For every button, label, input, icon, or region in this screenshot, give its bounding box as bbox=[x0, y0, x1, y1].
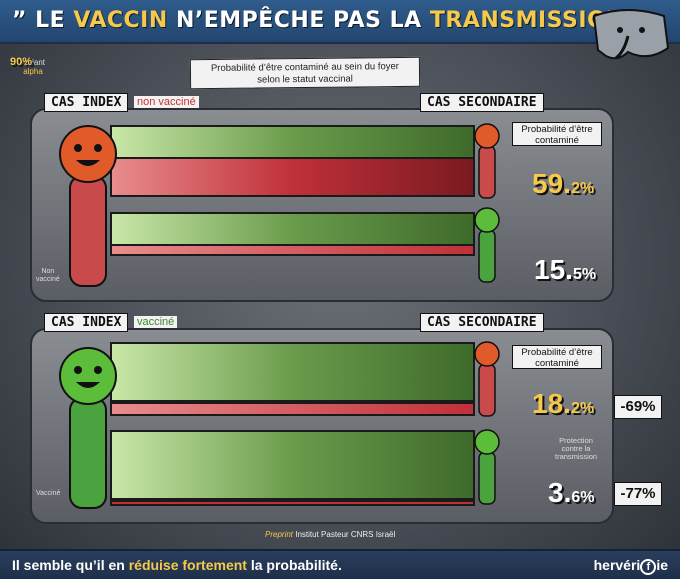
header: ” LE VACCIN N’EMPÊCHE PAS LA TRANSMISSIO… bbox=[0, 0, 680, 60]
chart-caption: Probabilité d’être contaminé au sein du … bbox=[189, 56, 421, 90]
virus-green-icon bbox=[59, 347, 117, 509]
probability-label: Probabilité d’être contaminé bbox=[512, 122, 602, 146]
non-vaccinated-note: Non vacciné bbox=[36, 268, 60, 283]
secondary-unvacc-icon bbox=[474, 123, 500, 199]
probability-label: Probabilité d’être contaminé bbox=[512, 345, 602, 369]
reduction-badge: -77% bbox=[614, 482, 662, 506]
pct-vacc-secondary: 3.6% bbox=[548, 477, 595, 508]
pct-unvacc-secondary: 18.2% bbox=[532, 388, 595, 419]
bar-green-top bbox=[110, 125, 475, 159]
pct-vacc-secondary: 15.5% bbox=[534, 254, 597, 285]
bar-green-mid bbox=[110, 212, 475, 246]
brand-logo: hervéri f ie bbox=[593, 557, 668, 575]
variant-note: 90% variant alpha bbox=[10, 56, 45, 77]
elephant-logo bbox=[592, 9, 670, 60]
bar-green-mid bbox=[110, 430, 475, 500]
index-case-label: CAS INDEX bbox=[44, 93, 129, 112]
bar-red-unvacc bbox=[110, 402, 475, 416]
index-case-label: CAS INDEX bbox=[44, 313, 129, 332]
index-status-tag: non vacciné bbox=[134, 96, 199, 108]
index-status-tag: vacciné bbox=[134, 316, 178, 328]
bar-red-unvacc bbox=[110, 157, 475, 197]
secondary-vacc-icon bbox=[474, 429, 500, 505]
source-credit: Preprint Institut Pasteur CNRS Israël bbox=[265, 530, 396, 539]
footer-conclusion: Il semble qu’il en réduise fortement la … bbox=[12, 557, 342, 573]
bar-red-vacc bbox=[110, 244, 475, 256]
bar-green-top bbox=[110, 342, 475, 402]
pct-unvacc-secondary: 59.2% bbox=[532, 168, 595, 199]
protection-note: Protection contre la transmission bbox=[555, 436, 598, 461]
vaccinated-note: Vacciné bbox=[36, 490, 61, 497]
bar-red-vacc bbox=[110, 500, 475, 506]
reduction-badge: -69% bbox=[614, 395, 662, 419]
secondary-vacc-icon bbox=[474, 207, 500, 283]
virus-red-icon bbox=[59, 125, 117, 287]
secondary-case-label: CAS SECONDAIRE bbox=[420, 93, 544, 112]
secondary-case-label: CAS SECONDAIRE bbox=[420, 313, 544, 332]
page-title: ” LE VACCIN N’EMPÊCHE PAS LA TRANSMISSIO… bbox=[12, 8, 648, 33]
footer: Il semble qu’il en réduise fortement la … bbox=[0, 549, 680, 579]
secondary-unvacc-icon bbox=[474, 341, 500, 417]
